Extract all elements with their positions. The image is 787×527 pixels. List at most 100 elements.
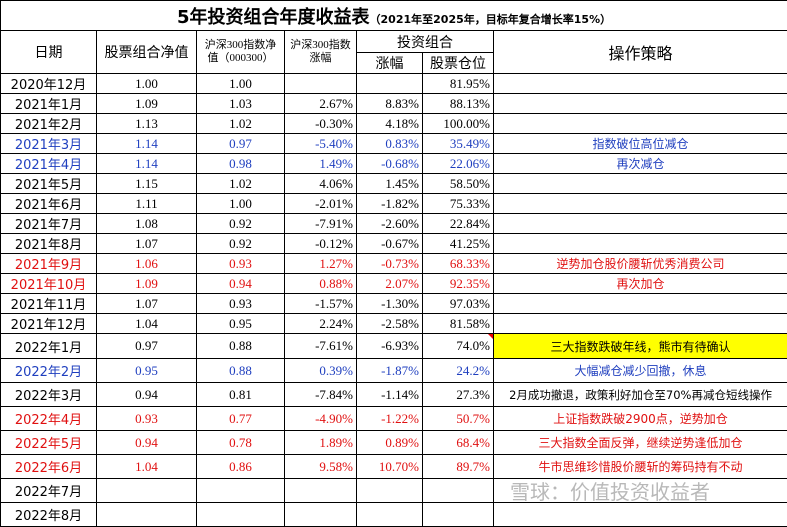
- date-cell: 2021年6月: [1, 194, 97, 214]
- header: 投资组合: [357, 31, 494, 53]
- strategy-cell: 指数破位高位减仓: [494, 134, 787, 154]
- value-cell: [285, 479, 357, 503]
- value-cell: -1.57%: [285, 294, 357, 314]
- value-cell: 0.89%: [357, 431, 423, 455]
- value-cell: 100.00%: [423, 114, 494, 134]
- subtitle: （2021年至2025年，目标年复合增长率15%）: [370, 13, 612, 26]
- title: 5年投资组合年度收益表: [177, 7, 370, 28]
- watermark: 雪球：价值投资收益者: [510, 476, 710, 505]
- value-cell: 1.07: [97, 234, 197, 254]
- value-cell: 88.13%: [423, 94, 494, 114]
- date-cell: 2022年4月: [1, 407, 97, 431]
- value-cell: 0.39%: [285, 359, 357, 383]
- value-cell: -2.01%: [285, 194, 357, 214]
- value-cell: 22.84%: [423, 214, 494, 234]
- date-cell: 2021年9月: [1, 254, 97, 274]
- value-cell: 22.06%: [423, 154, 494, 174]
- value-cell: 4.18%: [357, 114, 423, 134]
- value-cell: 27.3%: [423, 383, 494, 407]
- strategy-cell: [494, 214, 787, 234]
- value-cell: -0.68%: [357, 154, 423, 174]
- value-cell: 1.00: [97, 74, 197, 94]
- title-cell: 5年投资组合年度收益表（2021年至2025年，目标年复合增长率15%）: [1, 1, 787, 31]
- value-cell: 0.92: [197, 214, 285, 234]
- value-cell: 0.94: [97, 431, 197, 455]
- value-cell: -1.22%: [357, 407, 423, 431]
- value-cell: -5.40%: [285, 134, 357, 154]
- value-cell: [357, 503, 423, 527]
- value-cell: 0.94: [197, 274, 285, 294]
- value-cell: -2.58%: [357, 314, 423, 334]
- value-cell: 1.15: [97, 174, 197, 194]
- value-cell: -1.30%: [357, 294, 423, 314]
- value-cell: 0.88%: [285, 274, 357, 294]
- value-cell: 50.7%: [423, 407, 494, 431]
- value-cell: 2.67%: [285, 94, 357, 114]
- subheader: 涨幅: [357, 53, 423, 74]
- value-cell: 75.33%: [423, 194, 494, 214]
- value-cell: 1.00: [197, 74, 285, 94]
- value-cell: 2.24%: [285, 314, 357, 334]
- value-cell: 1.02: [197, 114, 285, 134]
- value-cell: 0.97: [197, 134, 285, 154]
- strategy-cell: 上证指数跌破2900点，逆势加仓: [494, 407, 787, 431]
- date-cell: 2021年2月: [1, 114, 97, 134]
- value-cell: 68.33%: [423, 254, 494, 274]
- value-cell: 0.77: [197, 407, 285, 431]
- value-cell: -6.93%: [357, 334, 423, 359]
- value-cell: 35.49%: [423, 134, 494, 154]
- value-cell: -1.87%: [357, 359, 423, 383]
- value-cell: 1.03: [197, 94, 285, 114]
- subheader: 股票仓位: [423, 53, 494, 74]
- date-cell: 2021年11月: [1, 294, 97, 314]
- header: 操作策略: [494, 31, 787, 74]
- value-cell: 2.07%: [357, 274, 423, 294]
- value-cell: 1.09: [97, 274, 197, 294]
- strategy-cell: [494, 114, 787, 134]
- date-cell: 2021年10月: [1, 274, 97, 294]
- strategy-cell: [494, 503, 787, 527]
- value-cell: -7.91%: [285, 214, 357, 234]
- value-cell: -4.90%: [285, 407, 357, 431]
- value-cell: [357, 479, 423, 503]
- date-cell: 2021年8月: [1, 234, 97, 254]
- value-cell: 1.89%: [285, 431, 357, 455]
- value-cell: 1.11: [97, 194, 197, 214]
- strategy-cell: 再次加仓: [494, 274, 787, 294]
- value-cell: 81.58%: [423, 314, 494, 334]
- date-cell: 2022年7月: [1, 479, 97, 503]
- value-cell: 0.93: [197, 254, 285, 274]
- date-cell: 2021年12月: [1, 314, 97, 334]
- value-cell: 97.03%: [423, 294, 494, 314]
- value-cell: 0.88: [197, 359, 285, 383]
- value-cell: -0.73%: [357, 254, 423, 274]
- value-cell: 1.00: [197, 194, 285, 214]
- value-cell: 0.95: [97, 359, 197, 383]
- date-cell: 2022年3月: [1, 383, 97, 407]
- value-cell: -7.61%: [285, 334, 357, 359]
- page: 5年投资组合年度收益表（2021年至2025年，目标年复合增长率15%） 日期 …: [0, 0, 787, 512]
- value-cell: [423, 479, 494, 503]
- value-cell: 1.13: [97, 114, 197, 134]
- value-cell: [97, 503, 197, 527]
- date-cell: 2022年2月: [1, 359, 97, 383]
- value-cell: 92.35%: [423, 274, 494, 294]
- value-cell: 10.70%: [357, 455, 423, 479]
- strategy-cell: 三大指数全面反弹，继续逆势逢低加仓: [494, 431, 787, 455]
- date-cell: 2021年4月: [1, 154, 97, 174]
- value-cell: 1.04: [97, 314, 197, 334]
- value-cell: 8.83%: [357, 94, 423, 114]
- value-cell: 74.0%: [423, 334, 494, 359]
- value-cell: 58.50%: [423, 174, 494, 194]
- value-cell: [357, 74, 423, 94]
